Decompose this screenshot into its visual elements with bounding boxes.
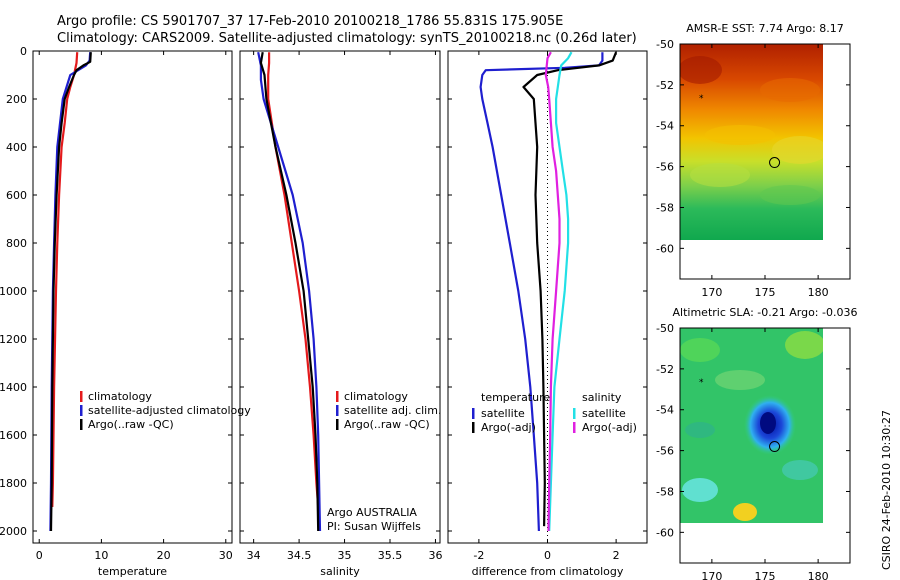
y-tick-label: 400: [6, 141, 27, 154]
legend-label: Argo(-adj): [582, 421, 637, 434]
float-position-marker: [769, 441, 781, 453]
legend-label: climatology: [88, 390, 152, 403]
legend-swatch: [80, 419, 83, 430]
y-tick-label: 1400: [0, 381, 27, 394]
y-tick-label: 2000: [0, 525, 27, 538]
legend-label: satellite: [582, 407, 626, 420]
x-tick-label: 175: [755, 570, 776, 580]
legend-swatch: [336, 419, 339, 430]
legend-label: satellite: [481, 407, 525, 420]
series-line-black: [259, 52, 320, 532]
x-axis-label: salinity: [320, 565, 360, 578]
x-tick-label: 30: [219, 549, 233, 562]
legend-swatch: [573, 422, 576, 433]
y-tick-label: -54: [656, 404, 674, 417]
series-line-blue: [479, 52, 604, 532]
sla-map: [680, 328, 823, 523]
x-tick-label: 170: [701, 570, 722, 580]
series-line-red: [267, 52, 320, 508]
x-tick-label: 0: [36, 549, 43, 562]
float-position-marker: [769, 157, 781, 169]
x-tick-label: 20: [157, 549, 171, 562]
legend-title: salinity: [582, 391, 622, 404]
x-axis-label: temperature: [98, 565, 167, 578]
x-tick-label: 34.5: [287, 549, 312, 562]
difference-panel: [447, 50, 648, 544]
temperature-panel: [32, 50, 233, 544]
y-tick-label: -56: [656, 161, 674, 174]
y-tick-label: 800: [6, 237, 27, 250]
legend-swatch: [336, 391, 339, 402]
x-tick-label: -2: [473, 549, 484, 562]
y-tick-label: 1000: [0, 285, 27, 298]
series-line-black: [49, 52, 92, 532]
y-tick-label: 1200: [0, 333, 27, 346]
y-tick-label: 0: [20, 45, 27, 58]
y-tick-label: -52: [656, 363, 674, 376]
x-tick-label: 34: [247, 549, 261, 562]
x-tick-label: 180: [808, 286, 829, 299]
series-line-black: [522, 51, 618, 527]
y-tick-label: -56: [656, 445, 674, 458]
y-tick-label: 200: [6, 93, 27, 106]
y-tick-label: 1800: [0, 477, 27, 490]
x-tick-label: 0: [544, 549, 551, 562]
x-tick-label: 2: [613, 549, 620, 562]
y-tick-label: -52: [656, 79, 674, 92]
y-tick-label: -58: [656, 201, 674, 214]
series-line-red: [51, 52, 79, 508]
legend-title: temperature: [481, 391, 550, 404]
x-tick-label: 10: [94, 549, 108, 562]
legend-label: climatology: [344, 390, 408, 403]
x-tick-label: 35: [338, 549, 352, 562]
legend-swatch: [80, 405, 83, 416]
y-tick-label: -50: [656, 322, 674, 335]
legend-label: Argo(..raw -QC): [88, 418, 174, 431]
y-tick-label: -54: [656, 120, 674, 133]
annotation-text: Argo AUSTRALIA: [327, 506, 417, 519]
x-tick-label: 175: [755, 286, 776, 299]
legend-label: satellite adj. clim.: [344, 404, 441, 417]
station-marker: *: [699, 378, 704, 388]
x-tick-label: 36: [428, 549, 442, 562]
legend-label: Argo(..raw -QC): [344, 418, 430, 431]
legend-swatch: [472, 422, 475, 433]
y-tick-label: 1600: [0, 429, 27, 442]
annotation-text: PI: Susan Wijffels: [327, 520, 421, 533]
series-line-cyan: [548, 51, 573, 532]
series-line-blue: [257, 51, 322, 532]
y-tick-label: -50: [656, 38, 674, 51]
x-tick-label: 180: [808, 570, 829, 580]
y-tick-label: -58: [656, 485, 674, 498]
x-tick-label: 35.5: [378, 549, 403, 562]
legend-swatch: [336, 405, 339, 416]
map-title: Altimetric SLA: -0.21 Argo: -0.036: [673, 306, 858, 319]
legend-label: satellite-adjusted climatology: [88, 404, 251, 417]
legend-label: Argo(-adj): [481, 421, 536, 434]
y-tick-label: -60: [656, 526, 674, 539]
x-axis-label: difference from climatology: [472, 565, 624, 578]
legend-swatch: [573, 408, 576, 419]
y-tick-label: -60: [656, 242, 674, 255]
map-title: AMSR-E SST: 7.74 Argo: 8.17: [686, 22, 844, 35]
page-title-line1: Argo profile: CS 5901707_37 17-Feb-2010 …: [57, 14, 564, 29]
salinity-panel: [239, 50, 441, 544]
page-title-line2: Climatology: CARS2009. Satellite-adjuste…: [57, 31, 637, 46]
y-tick-label: 600: [6, 189, 27, 202]
x-tick-label: 170: [701, 286, 722, 299]
sst-map: [680, 44, 823, 240]
legend-swatch: [472, 408, 475, 419]
legend-swatch: [80, 391, 83, 402]
station-marker: *: [699, 94, 704, 104]
series-line-magenta: [544, 51, 561, 532]
